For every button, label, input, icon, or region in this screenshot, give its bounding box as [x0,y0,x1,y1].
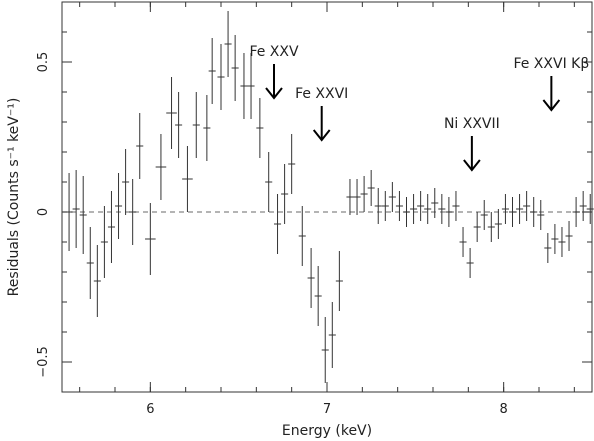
data-point [431,188,439,218]
data-point [328,302,336,368]
line-annotation: Fe XXVI Kβ [513,56,589,112]
data-point [374,188,382,224]
data-point [494,209,502,239]
data-point [395,191,403,221]
data-point [424,194,432,224]
data-point [107,191,115,263]
data-point [166,77,177,149]
x-axis-label: Energy (keV) [282,423,372,439]
data-point [530,197,538,227]
data-point [100,206,108,278]
data-point [501,194,509,224]
data-point [72,170,80,248]
annotation-label: Fe XXVI Kβ [513,56,589,72]
data-point [79,176,87,254]
data-point [417,191,425,221]
data-point [274,194,282,254]
data-point [122,149,130,215]
line-annotations: Fe XXV Fe XXVI Ni XXVII Fe XXVI Kβ [249,44,589,172]
data-point [367,170,375,206]
data-point [360,176,368,212]
data-point [487,212,495,242]
data-point [335,251,343,311]
y-tick-label: −0.5 [36,346,51,378]
line-annotation: Ni XXVII [444,116,500,172]
axis-ticks [62,2,592,392]
data-point [217,44,225,110]
data-point [182,146,193,212]
data-point [480,200,488,230]
y-tick-label: 0.5 [36,52,51,73]
data-point [586,194,594,224]
data-point [438,194,446,224]
data-point [452,191,460,221]
data-point [288,134,296,194]
data-point [192,92,200,158]
data-point [388,182,396,212]
data-point [145,203,156,275]
data-point [65,173,73,251]
data-point [115,173,123,239]
arrow-head-icon [312,129,331,142]
data-points [65,11,594,383]
data-point [410,194,418,224]
arrow-head-icon [265,87,283,100]
data-point [572,197,580,227]
data-point [175,92,183,158]
data-point [307,248,315,308]
annotation-label: Ni XXVII [444,116,500,132]
data-point [508,197,517,227]
line-annotation: Fe XXVI [295,86,348,142]
y-axis-label: Residuals (Counts s⁻¹ keV⁻¹) [6,98,22,297]
data-point [381,191,389,221]
data-point [537,200,545,230]
data-point [231,35,239,101]
arrow-head-icon [542,99,561,112]
data-point [314,266,322,326]
data-point [298,206,306,266]
data-point [402,197,411,227]
axis-tick-labels: 6 7 8 −0.5 0 0.5 [36,52,508,417]
data-point [93,245,101,317]
data-point [281,164,289,224]
data-point [346,179,354,215]
line-annotation: Fe XXV [249,44,299,100]
data-point [203,95,211,161]
data-point [321,317,329,383]
data-point [353,179,361,215]
data-point [155,134,167,200]
data-point [247,53,255,119]
data-point [551,224,559,254]
data-point [224,11,232,77]
x-tick-label: 7 [323,402,331,417]
data-point [544,233,552,263]
data-point [86,227,94,299]
data-point [579,191,587,221]
data-point [265,152,273,212]
data-point [129,179,137,245]
data-point [516,194,524,224]
arrow-head-icon [463,159,481,172]
data-point [565,221,573,251]
data-point [256,98,264,158]
data-point [473,212,481,242]
data-point [136,113,144,179]
x-tick-label: 8 [500,402,508,417]
y-tick-label: 0 [36,208,51,216]
data-point [558,227,566,257]
annotation-label: Fe XXV [249,44,299,60]
data-point [445,197,453,227]
x-tick-label: 6 [146,402,154,417]
data-point [466,248,474,278]
annotation-label: Fe XXVI [295,86,348,102]
data-point [459,227,467,257]
data-point [240,53,248,119]
data-point [523,191,531,221]
data-point [208,38,216,104]
